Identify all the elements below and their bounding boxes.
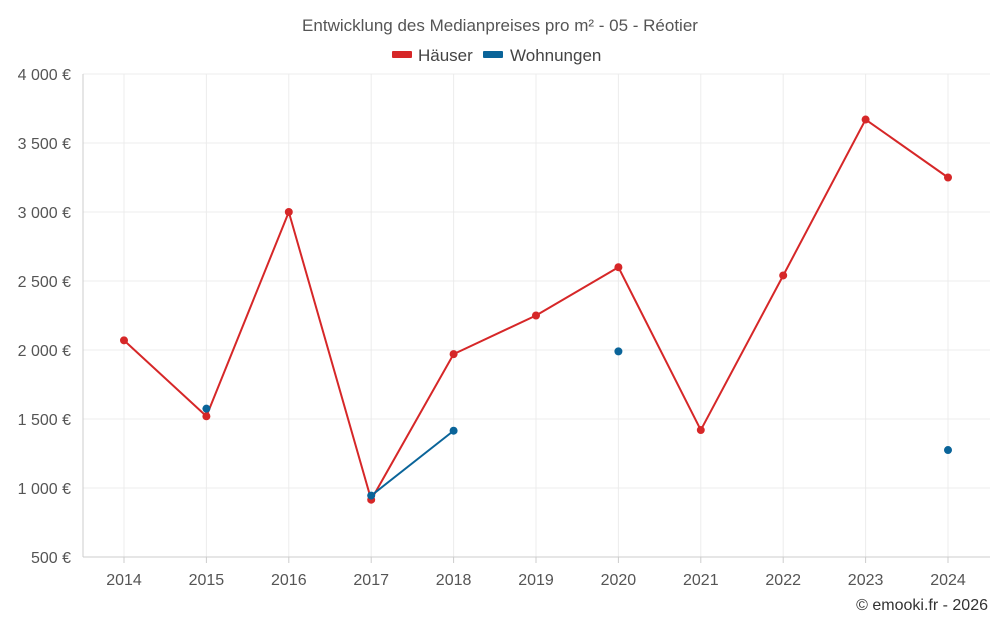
data-point-hauser[interactable] [532, 311, 540, 320]
data-point-hauser[interactable] [449, 350, 458, 359]
data-point-wohnungen[interactable] [614, 347, 623, 356]
x-tick-label: 2016 [271, 572, 307, 589]
y-tick-label: 2 000 € [18, 343, 71, 360]
credit-text: © emooki.fr - 2026 [856, 597, 988, 614]
x-tick-label: 2017 [353, 572, 389, 589]
data-point-wohnungen[interactable] [202, 404, 211, 413]
y-tick-label: 3 500 € [18, 136, 71, 153]
data-point-hauser[interactable] [120, 336, 128, 345]
x-tick-label: 2022 [765, 572, 801, 589]
y-tick-label: 4 000 € [18, 67, 71, 84]
legend-swatch-wohnungen [483, 51, 503, 58]
series-wohnungen [202, 347, 952, 500]
data-point-wohnungen[interactable] [449, 426, 458, 435]
data-point-wohnungen[interactable] [944, 446, 952, 455]
x-tick-label: 2024 [930, 572, 966, 589]
data-point-hauser[interactable] [779, 271, 788, 280]
y-tick-label: 2 500 € [18, 274, 71, 291]
x-tick-label: 2019 [518, 572, 554, 589]
data-point-wohnungen[interactable] [367, 491, 376, 500]
y-tick-label: 1 500 € [18, 412, 71, 429]
y-tick-label: 1 000 € [18, 481, 71, 498]
y-axis: 500 € 1 000 € 1 500 € 2 000 € 2 500 € 3 000 €… [18, 67, 84, 567]
data-point-hauser[interactable] [696, 426, 705, 435]
x-tick-label: 2014 [106, 572, 142, 589]
x-tick-label: 2021 [683, 572, 719, 589]
legend-swatch-hauser [392, 51, 412, 58]
legend-label-hauser: Häuser [418, 46, 473, 65]
plot-area [120, 115, 952, 504]
x-tick-label: 2023 [848, 572, 884, 589]
legend[interactable]: Häuser Wohnungen [392, 46, 601, 65]
legend-label-wohnungen: Wohnungen [510, 46, 601, 65]
chart-title: Entwicklung des Medianpreises pro m² - 0… [302, 16, 698, 35]
x-tick-label: 2020 [601, 572, 637, 589]
data-point-hauser[interactable] [614, 263, 623, 272]
legend-item-wohnungen[interactable]: Wohnungen [483, 46, 601, 65]
x-axis: 2014 2015 2016 2017 2018 2019 2020 2021 2022 2023… [83, 556, 990, 589]
y-tick-label: 3 000 € [18, 205, 71, 222]
y-tick-label: 500 € [31, 550, 71, 567]
legend-item-hauser[interactable]: Häuser [392, 46, 473, 65]
series-line-wohnungen [370, 429, 455, 497]
data-point-hauser[interactable] [944, 173, 952, 182]
x-tick-label: 2015 [189, 572, 225, 589]
data-point-hauser[interactable] [202, 412, 211, 421]
data-point-hauser[interactable] [861, 115, 870, 124]
data-point-hauser[interactable] [284, 208, 293, 216]
x-tick-label: 2018 [436, 572, 472, 589]
